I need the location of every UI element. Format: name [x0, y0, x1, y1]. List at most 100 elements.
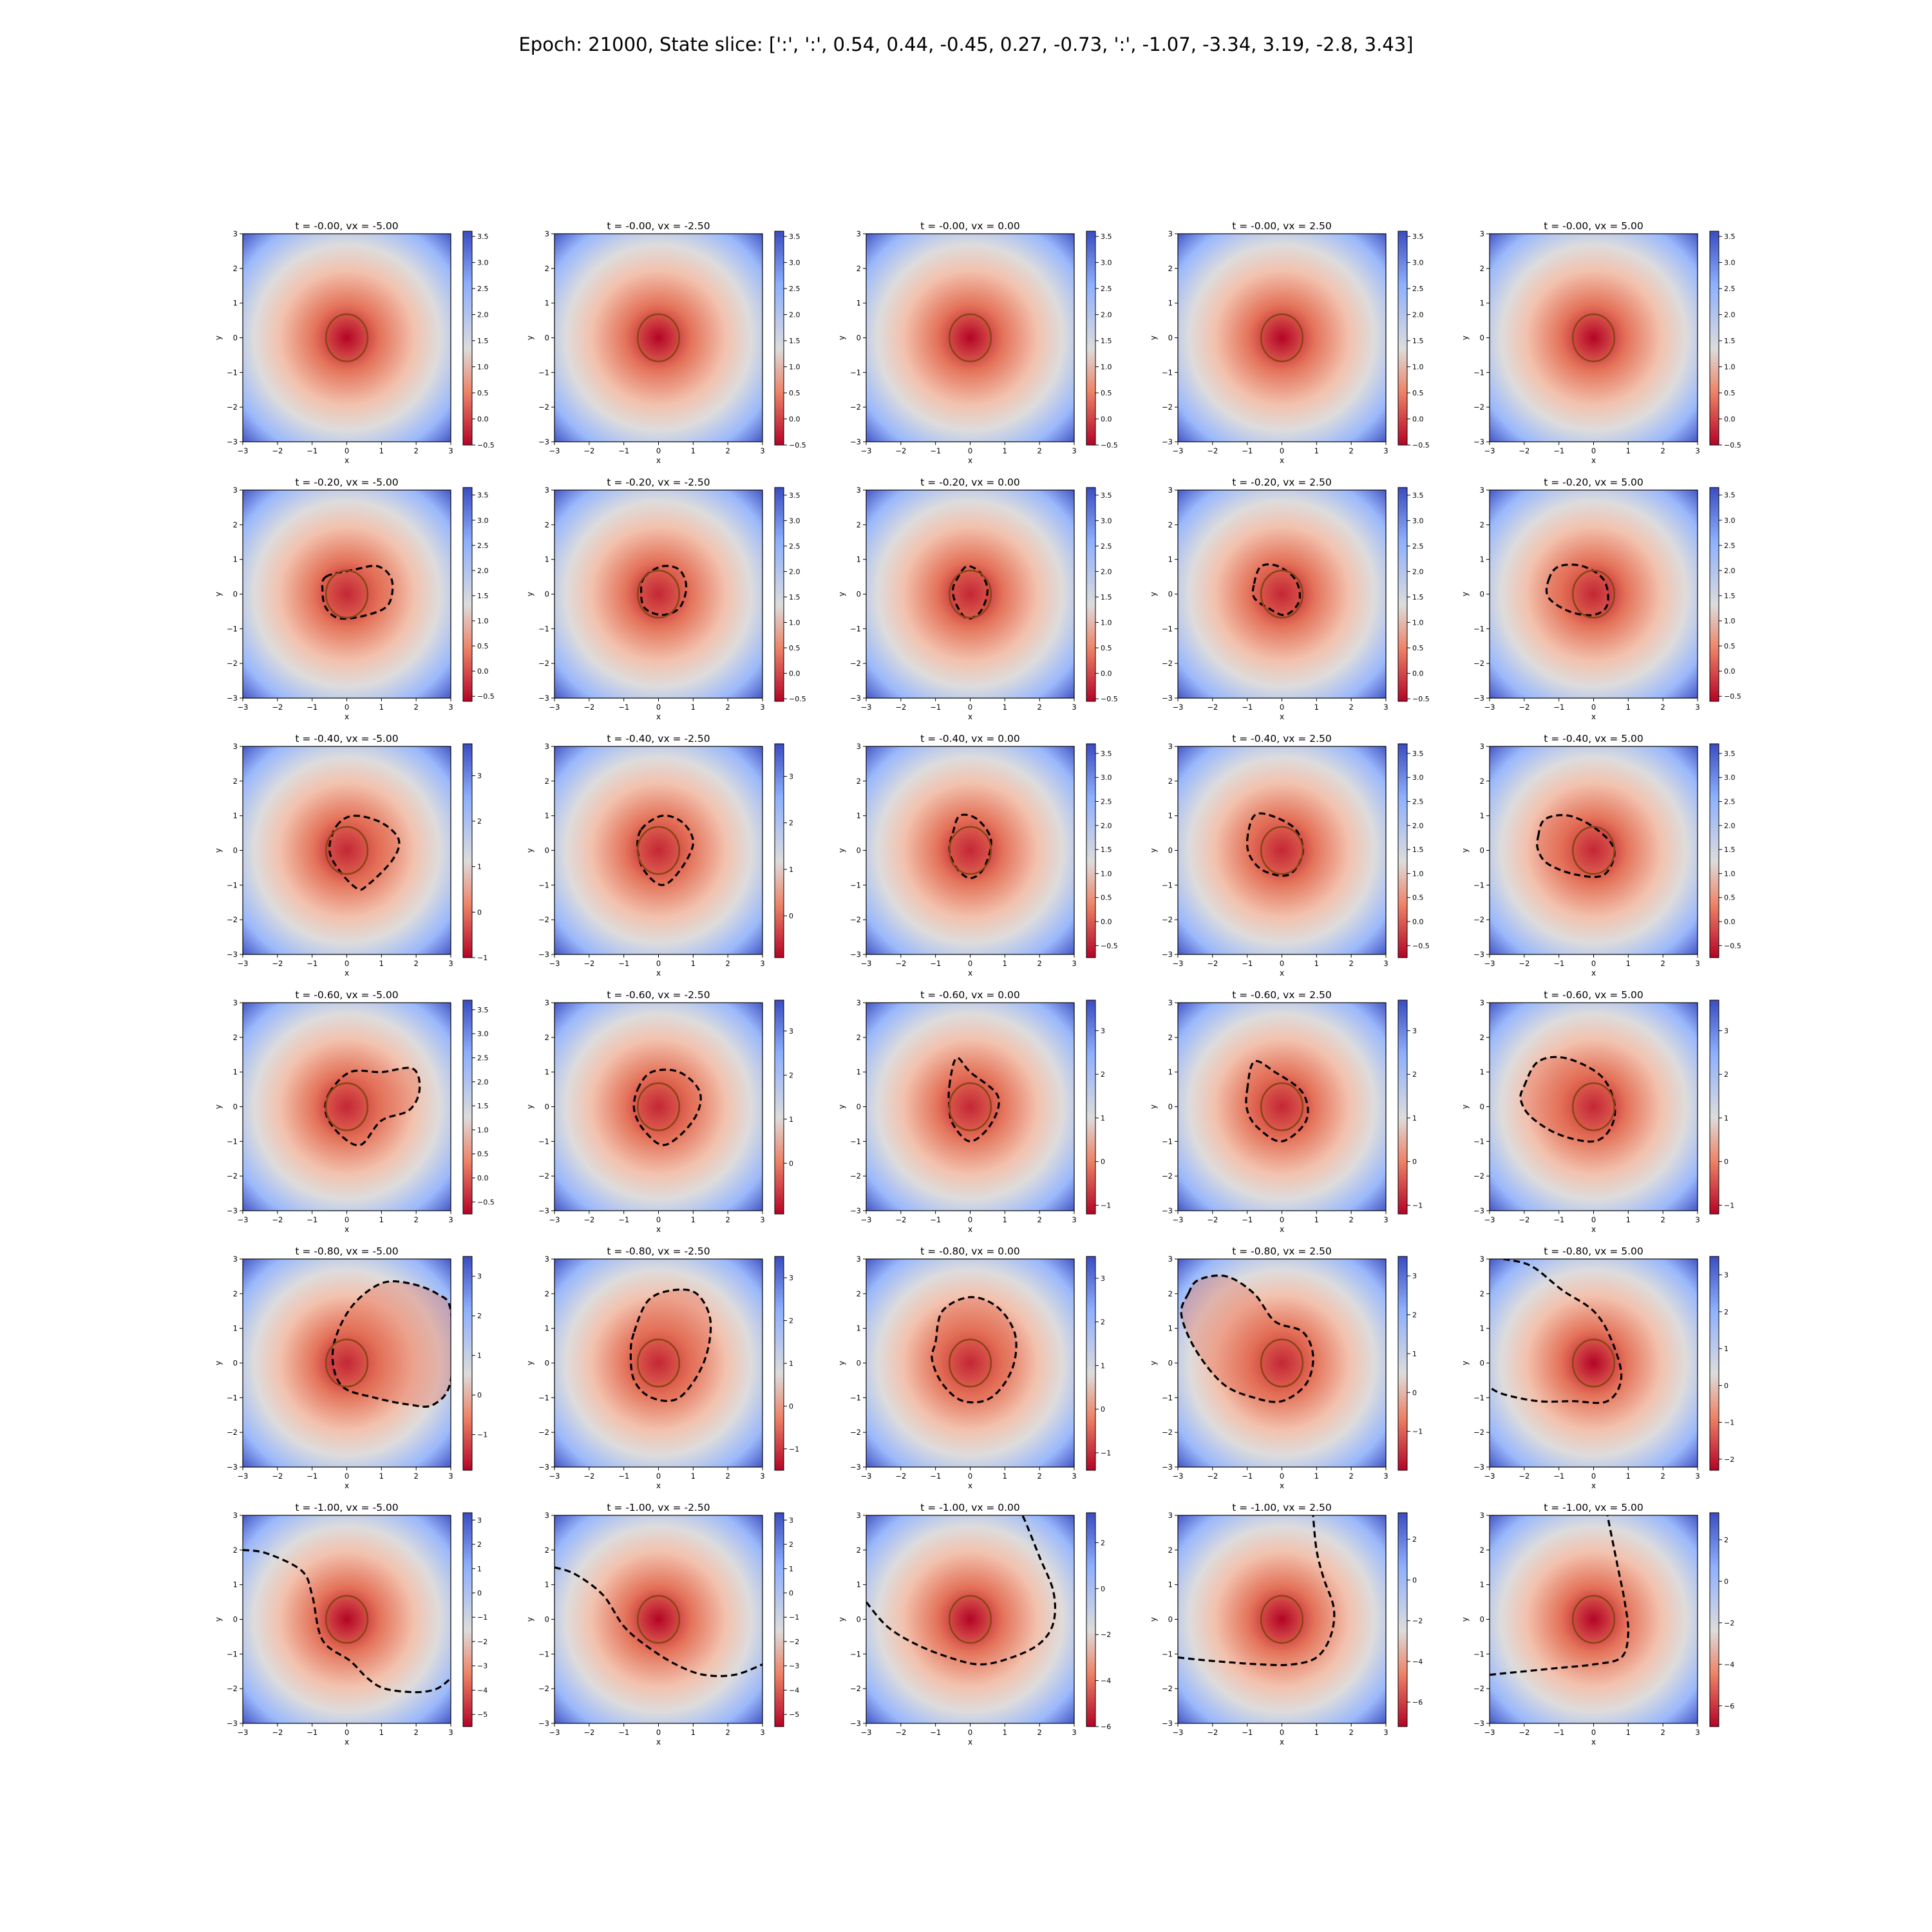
y-tick-label: −3	[1162, 437, 1173, 446]
y-tick-label: 1	[857, 299, 861, 308]
subplot-r5-c2: t = -1.00, vx = 0.00 −3 −2 −1 0 1 2 3 −3 −2 −1 0 1 2 3…	[837, 1502, 1111, 1747]
y-tick-label: −3	[1162, 1719, 1173, 1728]
x-tick-label: −3	[1484, 1728, 1495, 1737]
x-tick-label: 0	[345, 1215, 349, 1224]
target-set-contour	[1571, 1595, 1616, 1644]
colorbar	[1086, 231, 1096, 446]
x-axis-label: x	[345, 1481, 349, 1490]
x-tick-label: −3	[1173, 1215, 1184, 1224]
colorbar-tick-label: 2.0	[1724, 567, 1736, 575]
x-tick-label: −1	[618, 703, 629, 712]
y-tick-label: −3	[538, 437, 549, 446]
y-tick-label: −1	[227, 1137, 238, 1146]
x-tick-label: 1	[379, 446, 384, 455]
x-axis-label: x	[968, 1738, 972, 1747]
subplot-r3-c3: t = -0.60, vx = 2.50 −3 −2 −1 0 1 2 3 −3 −2 −1 0 1 2 3…	[1149, 989, 1423, 1234]
x-axis-label: x	[1280, 712, 1284, 721]
y-axis-label: y	[1149, 848, 1158, 853]
x-tick-label: 0	[1280, 703, 1284, 712]
x-tick-label: 2	[414, 446, 419, 455]
x-tick-label: −2	[272, 959, 283, 968]
y-tick-label: 0	[1168, 1615, 1173, 1624]
y-tick-label: 1	[545, 1324, 549, 1333]
colorbar-tick-label: 2	[1724, 1308, 1728, 1316]
colorbar-tick-label: −4	[1101, 1677, 1111, 1685]
colorbar	[1086, 487, 1096, 702]
value-field	[1178, 490, 1386, 698]
x-tick-label: 1	[691, 959, 696, 968]
subplot-title: t = -0.60, vx = -5.00	[295, 989, 398, 1001]
y-tick-label: −3	[1162, 1206, 1173, 1215]
subplot-r2-c0: t = -0.40, vx = -5.00 −3 −2 −1 0 1 2 3 −3 −2 −1 0 1 2…	[214, 733, 488, 978]
colorbar-tick-label: 3.0	[1412, 773, 1424, 782]
x-tick-label: 3	[1383, 959, 1388, 968]
colorbar-tick-label: 1	[1101, 1361, 1105, 1370]
x-tick-label: −1	[1242, 703, 1253, 712]
colorbar	[462, 999, 473, 1215]
y-axis-label: y	[214, 1104, 223, 1109]
y-tick-label: 2	[1480, 520, 1484, 529]
y-axis-label: y	[1149, 1104, 1158, 1109]
y-tick-label: −1	[850, 880, 861, 889]
colorbar-tick-label: 3.5	[789, 491, 800, 500]
y-tick-label: −1	[850, 1137, 861, 1146]
colorbar-tick-label: 2	[1724, 1536, 1728, 1544]
value-field	[1490, 490, 1698, 698]
colorbar-tick-label: 1.5	[1412, 846, 1424, 854]
x-axis-label: x	[1591, 1738, 1596, 1747]
x-tick-label: 2	[1349, 703, 1354, 712]
colorbar-tick-label: 2.0	[477, 311, 489, 319]
y-tick-label: 2	[233, 264, 238, 273]
colorbar-tick-label: 1.5	[789, 337, 800, 345]
y-tick-label: 2	[545, 1546, 549, 1555]
colorbar-tick-label: −4	[1412, 1658, 1423, 1666]
x-tick-label: 0	[968, 703, 972, 712]
x-tick-label: −3	[549, 446, 560, 455]
negative-region	[634, 1069, 701, 1146]
x-tick-label: 1	[1626, 446, 1631, 455]
colorbar-tick-label: 0	[1101, 1158, 1105, 1166]
subplot-title: t = -0.20, vx = -5.00	[295, 477, 398, 488]
y-tick-label: −1	[1162, 1649, 1173, 1658]
x-tick-label: 2	[1037, 703, 1042, 712]
y-axis-label: y	[1149, 1617, 1158, 1622]
colorbar-tick-label: 1.0	[1724, 869, 1736, 878]
x-tick-label: −1	[1553, 703, 1564, 712]
y-tick-label: −3	[850, 694, 861, 703]
y-tick-label: 0	[545, 846, 549, 855]
y-tick-label: −3	[227, 694, 238, 703]
x-tick-label: 1	[1003, 446, 1007, 455]
colorbar-tick-label: 2	[477, 817, 482, 826]
y-tick-label: −2	[850, 659, 861, 668]
colorbar-tick-label: 0.0	[789, 670, 800, 678]
x-tick-label: −1	[618, 446, 629, 455]
y-tick-label: 1	[1168, 1580, 1173, 1589]
colorbar-tick-label: 2.0	[1101, 822, 1112, 830]
x-tick-label: 2	[1037, 959, 1042, 968]
colorbar	[1709, 999, 1719, 1215]
y-tick-label: 0	[233, 334, 238, 343]
y-tick-label: −2	[1162, 1428, 1173, 1437]
target-set-contour	[948, 826, 992, 875]
colorbar-tick-label: 3	[1724, 1271, 1728, 1280]
y-axis-label: y	[526, 336, 535, 340]
colorbar-tick-label: −0.5	[1724, 441, 1741, 450]
x-axis-label: x	[1591, 1481, 1596, 1490]
colorbar-tick-label: 2	[1101, 1318, 1105, 1327]
x-tick-label: 0	[656, 959, 661, 968]
colorbar-tick-label: −0.5	[477, 692, 495, 701]
x-tick-label: 3	[1383, 1215, 1388, 1224]
colorbar-tick-label: 2	[1412, 1311, 1417, 1320]
x-tick-label: 2	[1661, 703, 1665, 712]
y-tick-label: 0	[1168, 334, 1173, 343]
y-tick-label: 0	[1480, 334, 1484, 343]
colorbar-tick-label: 2	[477, 1540, 482, 1549]
y-tick-label: −2	[227, 1171, 238, 1180]
figure-title: Epoch: 21000, State slice: [':', ':', 0.…	[518, 33, 1414, 55]
x-tick-label: 3	[1695, 446, 1700, 455]
x-tick-label: 2	[726, 1472, 730, 1481]
y-tick-label: −3	[538, 1206, 549, 1215]
x-tick-label: −3	[861, 1728, 872, 1737]
value-field	[1178, 1003, 1386, 1211]
negative-region	[325, 1068, 420, 1146]
